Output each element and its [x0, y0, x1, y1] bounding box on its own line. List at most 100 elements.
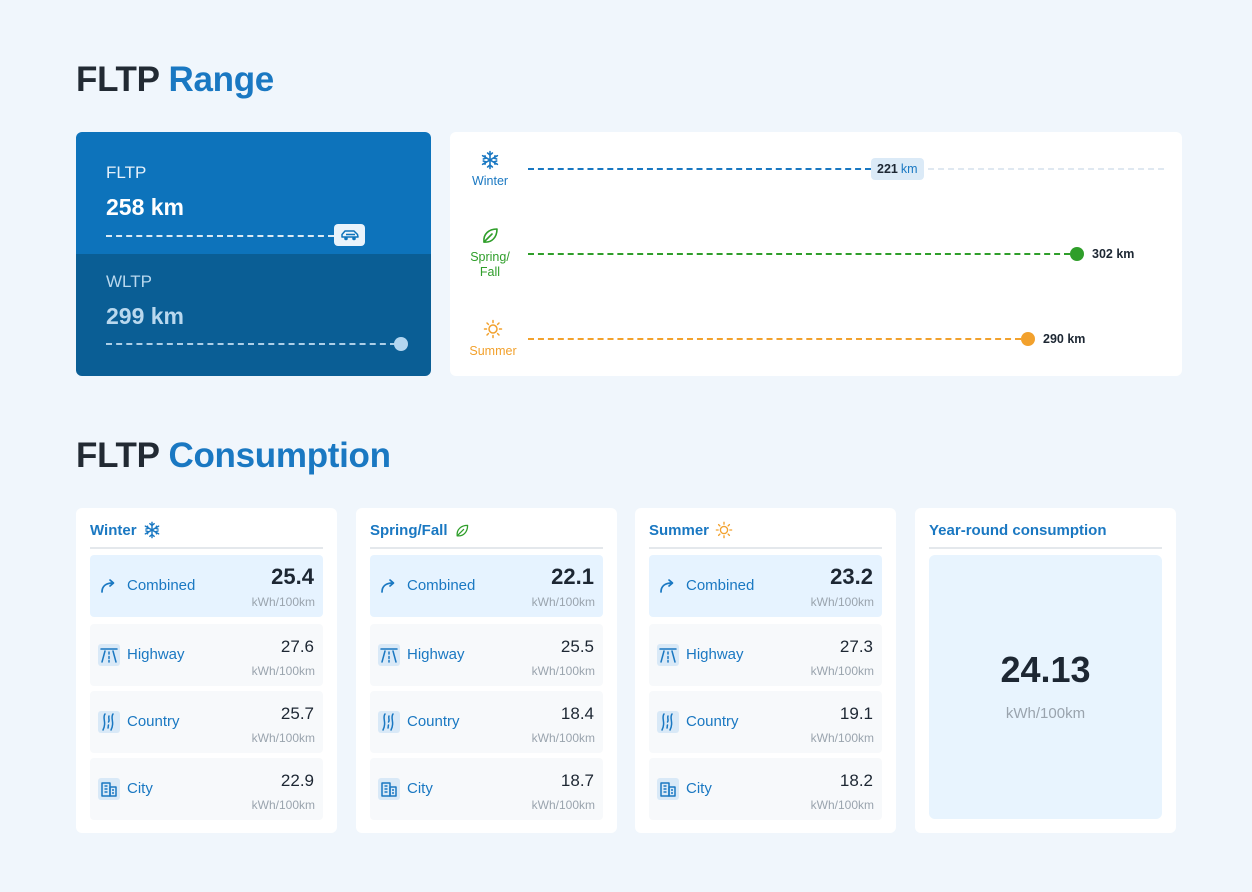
fltp-label: FLTP — [106, 163, 147, 182]
highway-icon — [98, 644, 120, 666]
wltp-label: WLTP — [106, 272, 152, 291]
row-name: Country — [407, 713, 460, 730]
country-road-icon — [378, 711, 400, 733]
row-value: 25.5 — [560, 637, 594, 656]
card-title-text: Spring/Fall — [370, 522, 448, 539]
row-unit: kWh/100km — [810, 731, 874, 745]
highway-icon — [378, 644, 400, 666]
row-name: City — [127, 780, 153, 797]
year-round-card: Year-round consumption 24.13 kWh/100km — [915, 508, 1176, 833]
card-title-text: Year-round consumption — [929, 522, 1107, 539]
row-unit: kWh/100km — [810, 595, 874, 609]
season-label-summer: Summer — [469, 344, 517, 358]
row-value: 19.1 — [839, 704, 873, 723]
year-round-unit: kWh/100km — [1005, 705, 1086, 722]
row-name: City — [686, 780, 712, 797]
city-buildings-icon — [98, 778, 120, 800]
row-combined: Combined 22.1 kWh/100km — [370, 555, 603, 617]
row-value: 18.7 — [560, 771, 594, 790]
row-country: Country 18.4 kWh/100km — [370, 691, 603, 753]
season-label-spring-fall: Spring/ Fall — [470, 250, 510, 279]
row-highway: Highway 25.5 kWh/100km — [370, 624, 603, 686]
row-combined: Combined 25.4 kWh/100km — [90, 555, 323, 617]
winter-range-unit: km — [900, 162, 918, 176]
row-name: Highway — [127, 646, 185, 663]
season-label-winter: Winter — [471, 174, 509, 188]
winter-range-line — [528, 168, 871, 170]
row-value: 22.9 — [280, 771, 314, 790]
row-country: Country 25.7 kWh/100km — [90, 691, 323, 753]
row-value: 27.3 — [839, 637, 873, 656]
country-road-icon — [98, 711, 120, 733]
row-name: Highway — [686, 646, 744, 663]
fltp-value: 258 km — [106, 194, 185, 220]
summer-range-line — [528, 338, 1021, 340]
row-country: Country 19.1 kWh/100km — [649, 691, 882, 753]
row-name: Combined — [127, 577, 196, 594]
wltp-range-line — [106, 343, 396, 345]
consumption-card-summer: Summer Combined 23.2 kWh/100km Highway 2… — [635, 508, 896, 833]
row-value: 25.7 — [280, 704, 314, 723]
row-unit: kWh/100km — [531, 664, 595, 678]
row-value: 25.4 — [271, 564, 314, 589]
year-round-box: 24.13 kWh/100km — [929, 555, 1162, 819]
snowflake-icon — [143, 521, 161, 539]
leaf-icon — [454, 523, 470, 539]
row-combined: Combined 23.2 kWh/100km — [649, 555, 882, 617]
row-name: Country — [686, 713, 739, 730]
route-arrow-icon — [378, 575, 400, 597]
winter-range-value: 221 — [877, 162, 898, 176]
row-name: City — [407, 780, 433, 797]
car-icon — [340, 230, 359, 241]
row-city: City 18.2 kWh/100km — [649, 758, 882, 820]
card-title: Year-round consumption — [929, 522, 1162, 549]
row-unit: kWh/100km — [810, 798, 874, 812]
sun-icon — [483, 319, 503, 339]
card-title: Spring/Fall — [370, 522, 603, 549]
row-value: 18.2 — [839, 771, 873, 790]
row-unit: kWh/100km — [531, 595, 595, 609]
summer-end-dot — [1021, 332, 1035, 346]
row-value: 23.2 — [830, 564, 873, 589]
row-unit: kWh/100km — [531, 798, 595, 812]
consumption-card-spring-fall: Spring/Fall Combined 22.1 kWh/100km High… — [356, 508, 617, 833]
row-city: City 18.7 kWh/100km — [370, 758, 603, 820]
spring-fall-range-value: 302 km — [1092, 247, 1135, 261]
fltp-panel: FLTP 258 km — [76, 132, 431, 254]
row-value: 22.1 — [551, 564, 594, 589]
year-round-value: 24.13 — [1000, 649, 1091, 690]
card-title: Summer — [649, 522, 882, 549]
row-unit: kWh/100km — [251, 664, 315, 678]
card-title-text: Winter — [90, 522, 137, 539]
snowflake-icon — [480, 150, 500, 170]
range-heading: FLTP Range — [76, 60, 274, 100]
city-buildings-icon — [378, 778, 400, 800]
summer-range-value: 290 km — [1043, 332, 1086, 346]
row-unit: kWh/100km — [251, 595, 315, 609]
card-title: Winter — [90, 522, 323, 549]
consumption-heading: FLTP Consumption — [76, 436, 391, 476]
consumption-card-winter: Winter Combined 25.4 kWh/100km Highway 2… — [76, 508, 337, 833]
spring-fall-end-dot — [1070, 247, 1084, 261]
car-badge — [334, 224, 365, 246]
row-unit: kWh/100km — [251, 731, 315, 745]
row-city: City 22.9 kWh/100km — [90, 758, 323, 820]
sun-icon — [715, 521, 733, 539]
highway-icon — [657, 644, 679, 666]
city-buildings-icon — [657, 778, 679, 800]
row-name: Combined — [686, 577, 755, 594]
leaf-icon — [480, 226, 500, 246]
wltp-panel: WLTP 299 km — [76, 254, 431, 376]
row-unit: kWh/100km — [251, 798, 315, 812]
range-heading-prefix: FLTP — [76, 60, 160, 99]
consumption-heading-accent: Consumption — [168, 436, 392, 475]
fltp-range-line — [106, 235, 334, 237]
winter-range-pill: 221 km — [871, 158, 924, 180]
route-arrow-icon — [657, 575, 679, 597]
row-unit: kWh/100km — [531, 731, 595, 745]
card-title-text: Summer — [649, 522, 710, 539]
consumption-heading-prefix: FLTP — [76, 436, 160, 475]
range-summary-card: FLTP 258 km WLTP 299 km — [76, 132, 431, 376]
wltp-end-dot — [394, 337, 408, 351]
row-name: Combined — [407, 577, 476, 594]
